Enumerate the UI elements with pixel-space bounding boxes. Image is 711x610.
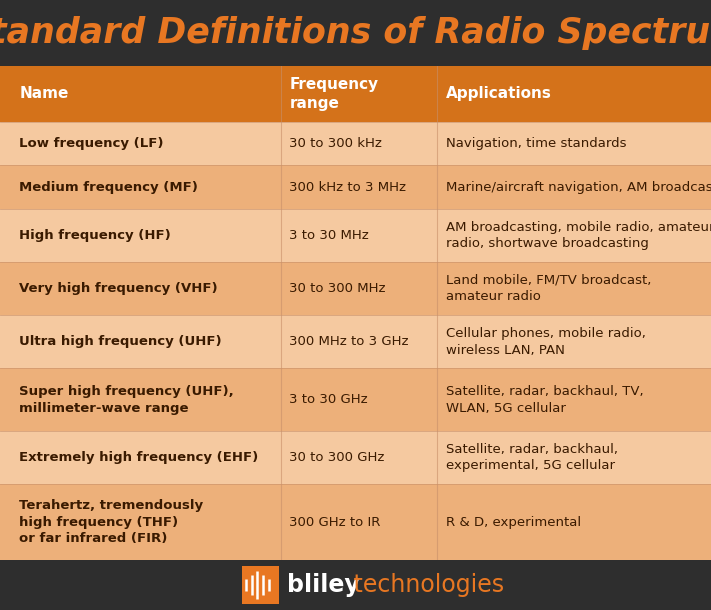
Text: Super high frequency (UHF),
millimeter-wave range: Super high frequency (UHF), millimeter-w… (19, 385, 234, 415)
Bar (0, 431, 711, 484)
Text: Ultra high frequency (UHF): Ultra high frequency (UHF) (19, 336, 222, 348)
Bar (0, 484, 711, 560)
Text: Frequency
range: Frequency range (289, 77, 378, 111)
Bar (0, 262, 711, 315)
Text: Standard Definitions of Radio Spectrum: Standard Definitions of Radio Spectrum (0, 16, 711, 50)
Bar (0, 122, 711, 165)
Text: Satellite, radar, backhaul, TV,
WLAN, 5G cellular: Satellite, radar, backhaul, TV, WLAN, 5G… (446, 385, 643, 415)
Text: Extremely high frequency (EHF): Extremely high frequency (EHF) (19, 451, 258, 464)
Text: Name: Name (19, 87, 68, 101)
Bar (0, 209, 711, 262)
Text: Cellular phones, mobile radio,
wireless LAN, PAN: Cellular phones, mobile radio, wireless … (446, 327, 646, 357)
Text: bliley: bliley (287, 573, 360, 597)
Text: Applications: Applications (446, 87, 552, 101)
Text: 3 to 30 GHz: 3 to 30 GHz (289, 393, 368, 406)
Bar (0, 368, 711, 431)
Bar (0, 315, 711, 368)
Text: 3 to 30 MHz: 3 to 30 MHz (289, 229, 369, 242)
Text: Land mobile, FM/TV broadcast,
amateur radio: Land mobile, FM/TV broadcast, amateur ra… (446, 274, 651, 303)
Text: AM broadcasting, mobile radio, amateur
radio, shortwave broadcasting: AM broadcasting, mobile radio, amateur r… (446, 221, 711, 250)
Text: Low frequency (LF): Low frequency (LF) (19, 137, 164, 150)
Text: 30 to 300 MHz: 30 to 300 MHz (289, 282, 386, 295)
Text: 30 to 300 kHz: 30 to 300 kHz (289, 137, 383, 150)
Text: Satellite, radar, backhaul,
experimental, 5G cellular: Satellite, radar, backhaul, experimental… (446, 443, 618, 473)
Bar (242, 566, 279, 604)
Text: Medium frequency (MF): Medium frequency (MF) (19, 181, 198, 194)
Text: 300 kHz to 3 MHz: 300 kHz to 3 MHz (289, 181, 407, 194)
Text: Very high frequency (VHF): Very high frequency (VHF) (19, 282, 218, 295)
Text: 300 GHz to IR: 300 GHz to IR (289, 515, 381, 529)
Text: Terahertz, tremendously
high frequency (THF)
or far infrared (FIR): Terahertz, tremendously high frequency (… (19, 499, 203, 545)
Bar (0, 66, 711, 122)
Text: High frequency (HF): High frequency (HF) (19, 229, 171, 242)
Text: Marine/aircraft navigation, AM broadcast: Marine/aircraft navigation, AM broadcast (446, 181, 711, 194)
Text: Navigation, time standards: Navigation, time standards (446, 137, 626, 150)
Text: 300 MHz to 3 GHz: 300 MHz to 3 GHz (289, 336, 409, 348)
Text: technologies: technologies (346, 573, 503, 597)
Bar (0, 165, 711, 209)
Text: 30 to 300 GHz: 30 to 300 GHz (289, 451, 385, 464)
Text: R & D, experimental: R & D, experimental (446, 515, 581, 529)
